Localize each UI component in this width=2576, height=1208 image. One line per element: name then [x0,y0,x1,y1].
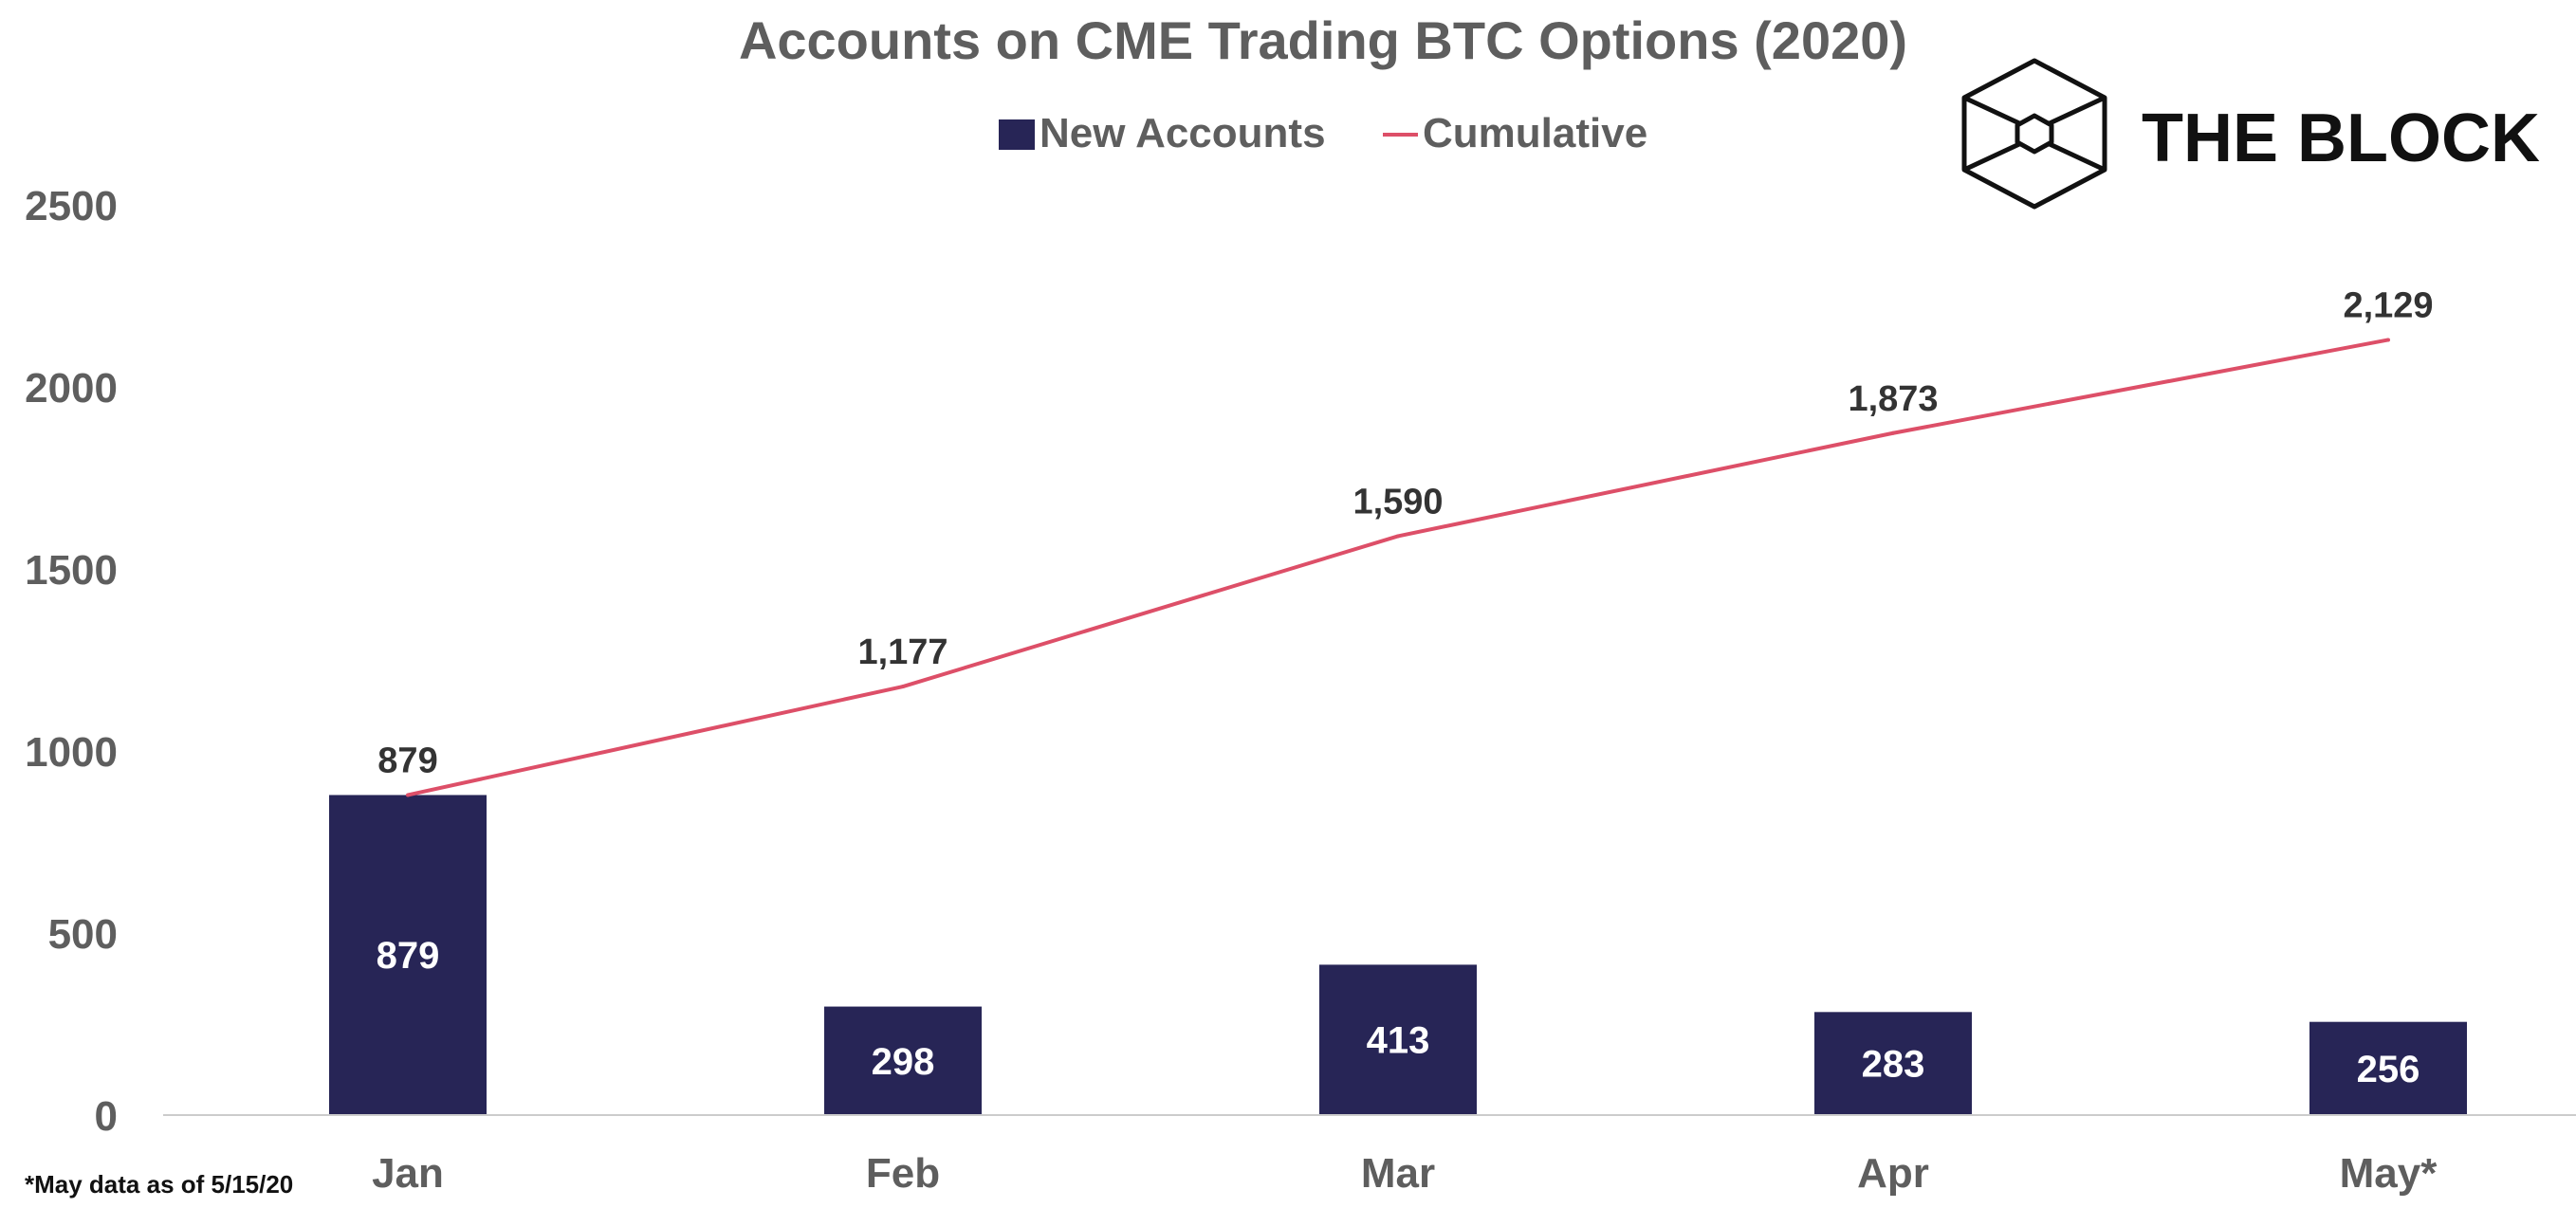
cumulative-line [407,338,2389,797]
y-tick-label: 2000 [25,365,118,412]
bar-data-label: 879 [377,935,440,977]
brand-name: THE BLOCK [2142,101,2540,176]
x-tick-label: Apr [1857,1150,1929,1197]
x-tick-label: Jan [372,1150,444,1197]
bar-data-label: 298 [872,1041,935,1083]
cumulative-point [901,685,905,689]
x-axis: Jan Feb Mar Apr May* [163,1114,2576,1197]
bar-new-accounts [1814,1012,1972,1115]
cumulative-point [1396,534,1400,539]
footnote: *May data as of 5/15/20 [25,1170,293,1199]
cumulative-data-label: 1,873 [1848,379,1938,419]
chart-title: Accounts on CME Trading BTC Options (202… [739,10,1907,70]
cumulative-data-label: 879 [377,741,437,780]
brand-logo: THE BLOCK [1961,58,2540,210]
y-tick-label: 2500 [25,183,118,229]
bar-new-accounts [2309,1021,2467,1115]
cumulative-line-series: 879 1,177 1,590 1,873 2,129 [377,285,2434,797]
bar-new-accounts [329,795,487,1115]
x-tick-label: May* [2340,1150,2438,1197]
bar-new-accounts [824,1006,982,1115]
bar-data-label: 283 [1862,1044,1925,1086]
bar-data-label: 256 [2357,1049,2420,1090]
cumulative-point [2386,338,2390,342]
y-tick-label: 500 [48,911,118,958]
x-tick-label: Mar [1361,1150,1435,1197]
y-tick-label: 0 [95,1093,118,1140]
y-tick-label: 1000 [25,729,118,776]
bar-data-label: 413 [1367,1020,1430,1062]
cumulative-data-label: 1,177 [857,632,948,672]
cumulative-data-label: 2,129 [2343,285,2433,325]
y-tick-label: 1500 [25,547,118,594]
x-tick-label: Feb [866,1150,940,1197]
legend-swatch-new-accounts [999,119,1035,150]
cumulative-point [406,793,410,797]
legend: New Accounts Cumulative [999,110,1647,156]
cumulative-point [1891,430,1895,435]
legend-label-cumulative: Cumulative [1423,110,1647,156]
cumulative-data-label: 1,590 [1352,482,1443,522]
legend-label-new-accounts: New Accounts [1040,110,1326,156]
bar-new-accounts [1319,964,1477,1115]
bars: 879 298 413 283 256 [329,795,2467,1115]
cube-icon [1961,58,2107,210]
y-axis: 0 500 1000 1500 2000 2500 [25,183,118,1140]
